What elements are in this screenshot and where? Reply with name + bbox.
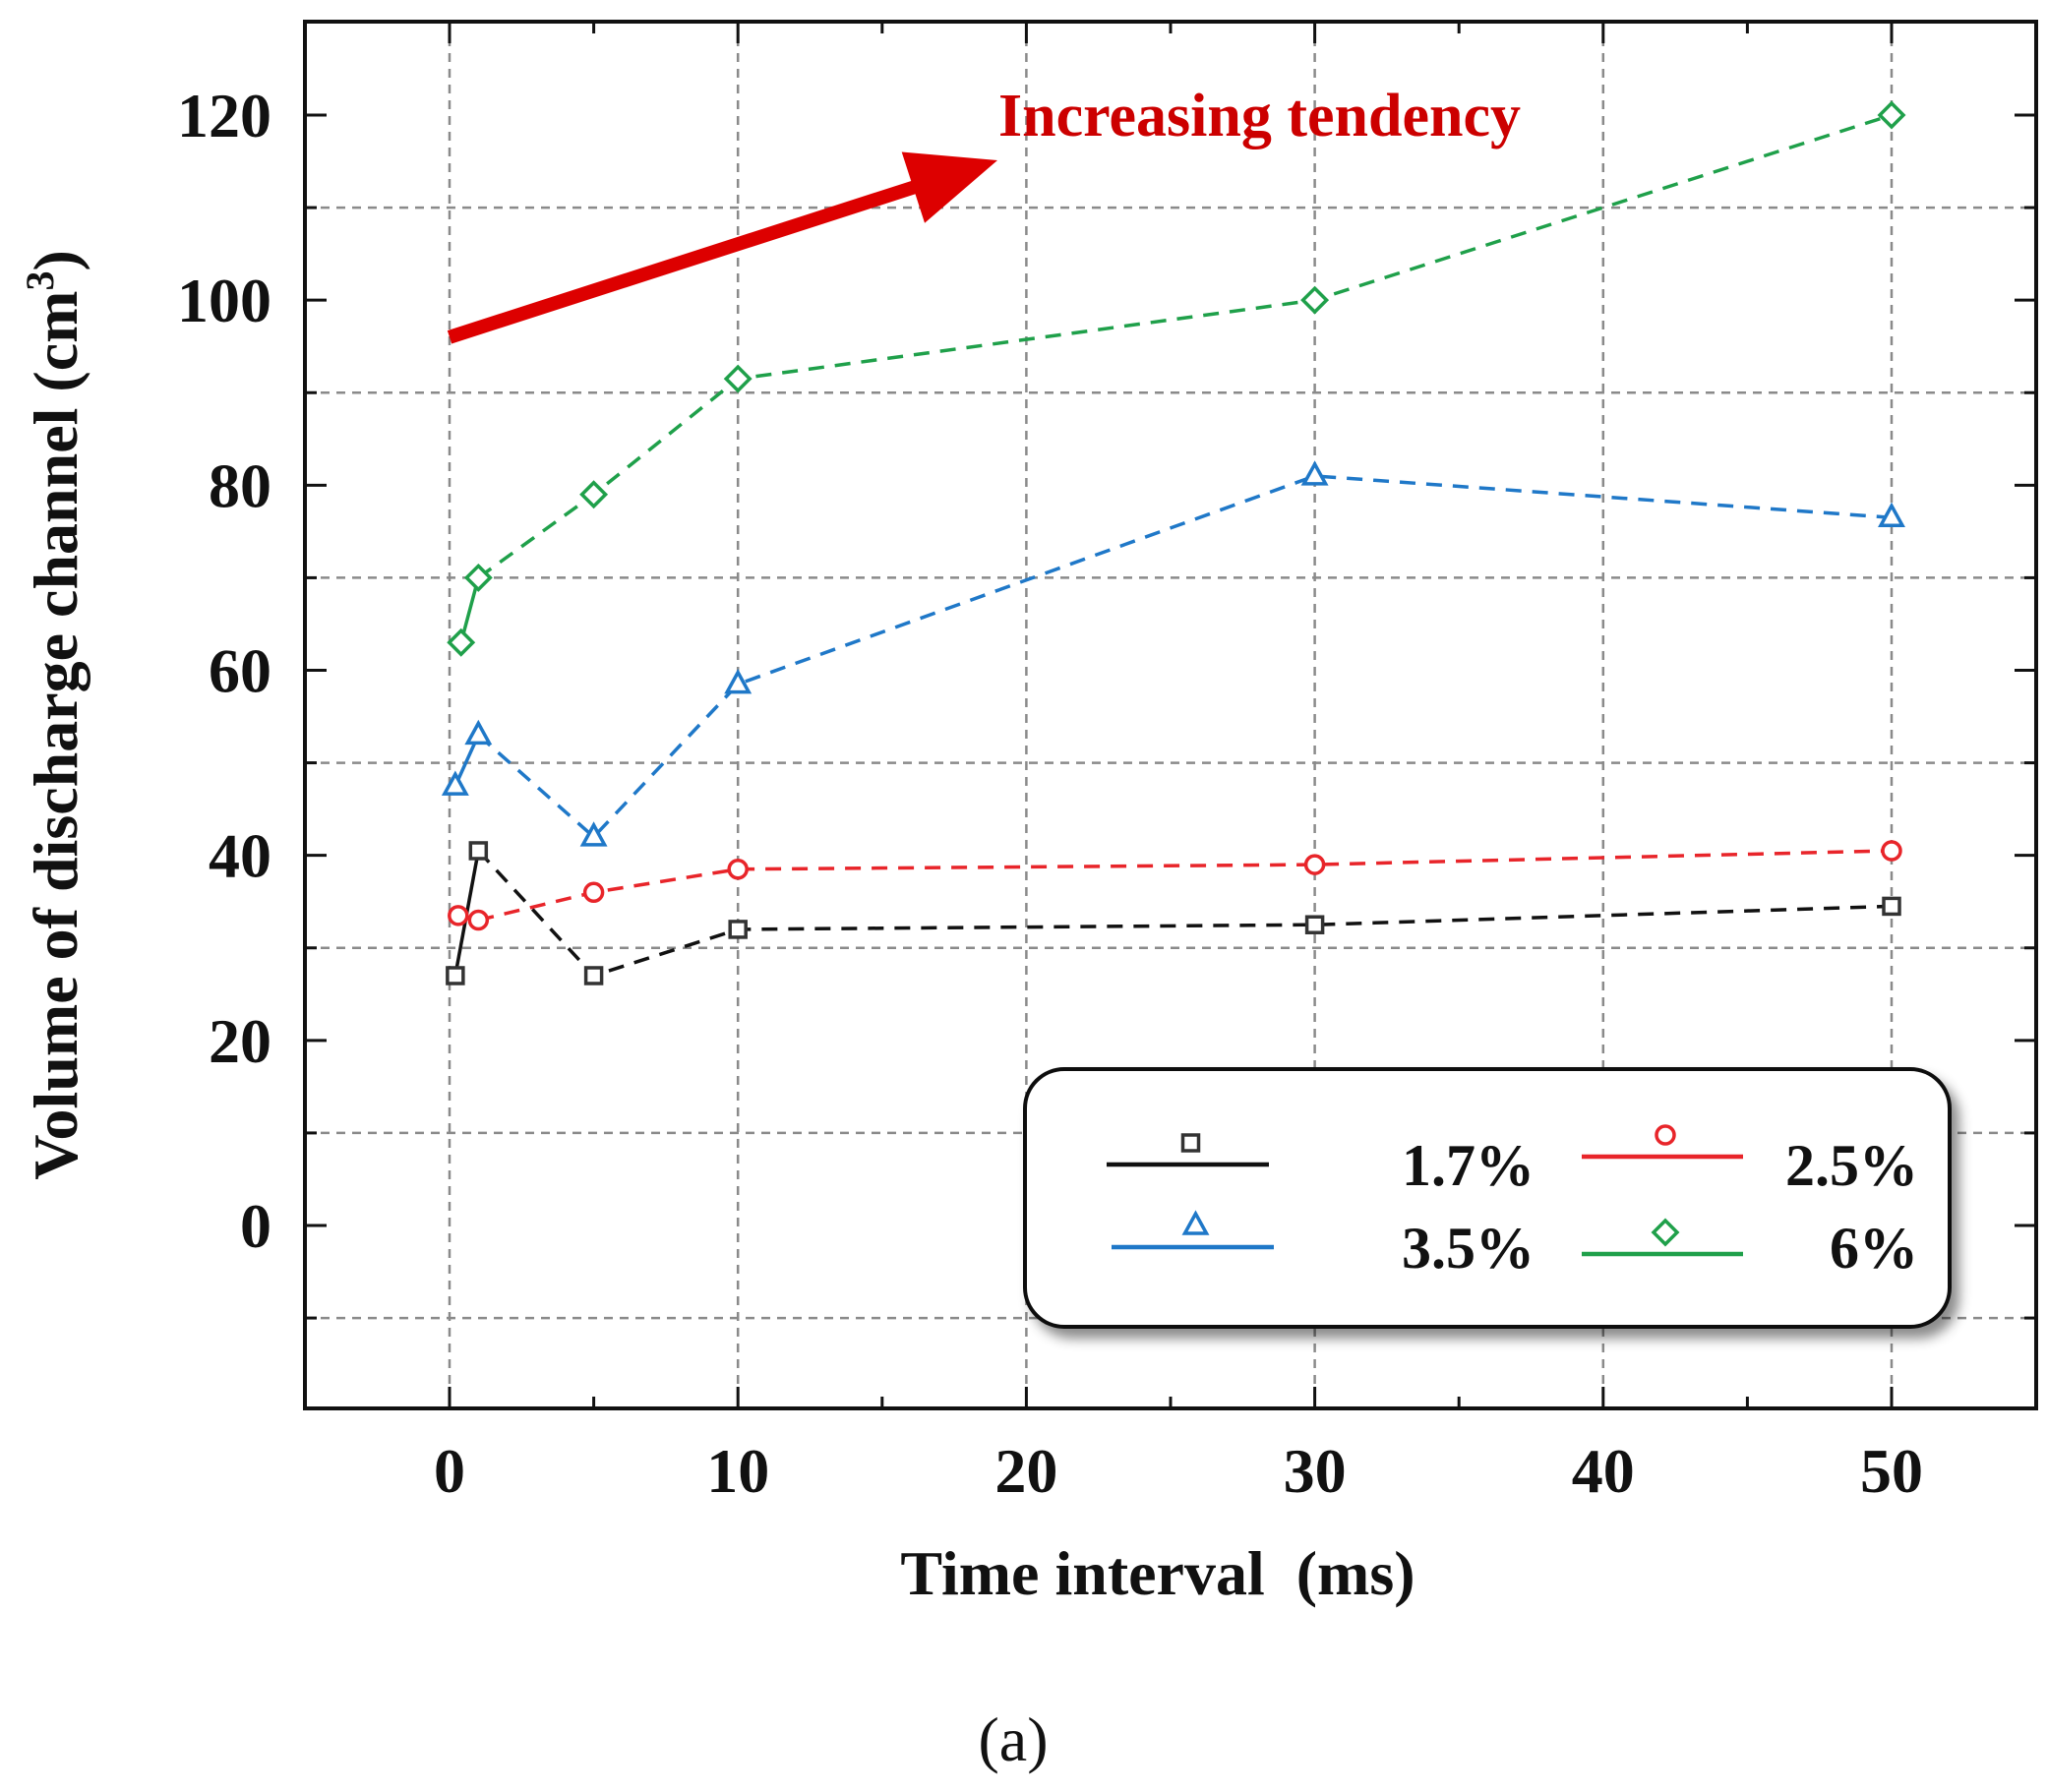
y-tick-label: 60	[209, 636, 271, 706]
data-point	[1300, 460, 1329, 486]
plot-frame	[303, 20, 2038, 1410]
legend-items: 1.7% 2.5% 3.5% 6%	[1107, 1124, 1918, 1281]
x-axis-title: Time interval (ms)	[900, 1538, 1415, 1608]
data-point	[728, 920, 748, 939]
x-tick-label: 20	[994, 1436, 1057, 1506]
data-point	[463, 563, 493, 592]
x-tick-label: 50	[1860, 1436, 1923, 1506]
annotation-arrow-shaft	[447, 179, 921, 344]
legend-label: 3.5%	[1402, 1216, 1535, 1281]
y-tick-label: 20	[209, 1006, 271, 1076]
y-axis-title-superscript: 3	[18, 271, 62, 291]
data-point	[1300, 285, 1330, 315]
legend-marker	[1655, 1124, 1676, 1146]
data-point	[448, 905, 469, 926]
tick-labels: 0 10 20 30 40 50 0 20 40 60 80 100 120	[177, 81, 1923, 1506]
legend-label: 6%	[1830, 1216, 1918, 1281]
data-point	[464, 719, 493, 746]
y-tick-label: 40	[209, 821, 271, 891]
legend-marker	[1181, 1210, 1210, 1235]
y-axis-title: Volume of discharge channel (cm3)	[18, 250, 90, 1180]
x-tick-label: 40	[1572, 1436, 1635, 1506]
y-tick-label: 80	[209, 450, 271, 520]
series-1_7pct	[446, 841, 1901, 986]
data-point	[582, 881, 605, 904]
data-point	[1877, 100, 1906, 130]
data-point	[724, 668, 753, 694]
legend: 1.7% 2.5% 3.5% 6%	[1023, 1067, 1952, 1329]
data-point	[441, 770, 469, 796]
data-point	[583, 966, 604, 986]
x-tick-label: 10	[706, 1436, 769, 1506]
legend-marker	[1651, 1218, 1680, 1247]
annotation: Increasing tendency	[447, 83, 1521, 344]
legend-item: 6%	[1582, 1216, 1918, 1281]
data-point	[723, 364, 753, 393]
series-6pct	[447, 100, 1906, 657]
legend-marker	[1180, 1133, 1201, 1153]
data-point	[1881, 840, 1902, 862]
data-point	[579, 821, 608, 847]
figure-caption: (a)	[978, 1704, 1048, 1774]
legend-label: 1.7%	[1402, 1133, 1535, 1198]
y-tick-label: 120	[177, 81, 271, 150]
data-point	[579, 480, 609, 509]
data-point	[727, 859, 749, 880]
annotation-arrow-head	[901, 151, 997, 223]
legend-item: 3.5%	[1112, 1210, 1535, 1281]
legend-item: 2.5%	[1582, 1124, 1918, 1198]
data-point	[467, 909, 490, 931]
legend-item: 1.7%	[1107, 1133, 1535, 1198]
y-axis-title-main: Volume of discharge channel (cm	[21, 291, 90, 1180]
y-axis-title-close: )	[21, 250, 90, 270]
data-point	[447, 627, 476, 657]
series-layer	[441, 100, 1906, 986]
data-point	[1882, 896, 1901, 917]
data-point	[1878, 502, 1905, 528]
data-point	[1304, 915, 1325, 934]
y-tick-label: 100	[177, 266, 271, 335]
annotation-text: Increasing tendency	[998, 83, 1521, 149]
y-tick-label: 0	[240, 1191, 271, 1261]
series-2_5pct	[448, 840, 1902, 931]
series-line-dashed	[477, 474, 1893, 840]
x-tick-label: 30	[1284, 1436, 1347, 1506]
data-point	[1303, 854, 1326, 875]
data-point	[468, 841, 489, 861]
x-tick-label: 0	[434, 1436, 465, 1506]
data-point	[446, 966, 465, 986]
legend-box	[1023, 1067, 1952, 1329]
series-3_5pct	[441, 460, 1905, 847]
legend-label: 2.5%	[1785, 1133, 1918, 1198]
